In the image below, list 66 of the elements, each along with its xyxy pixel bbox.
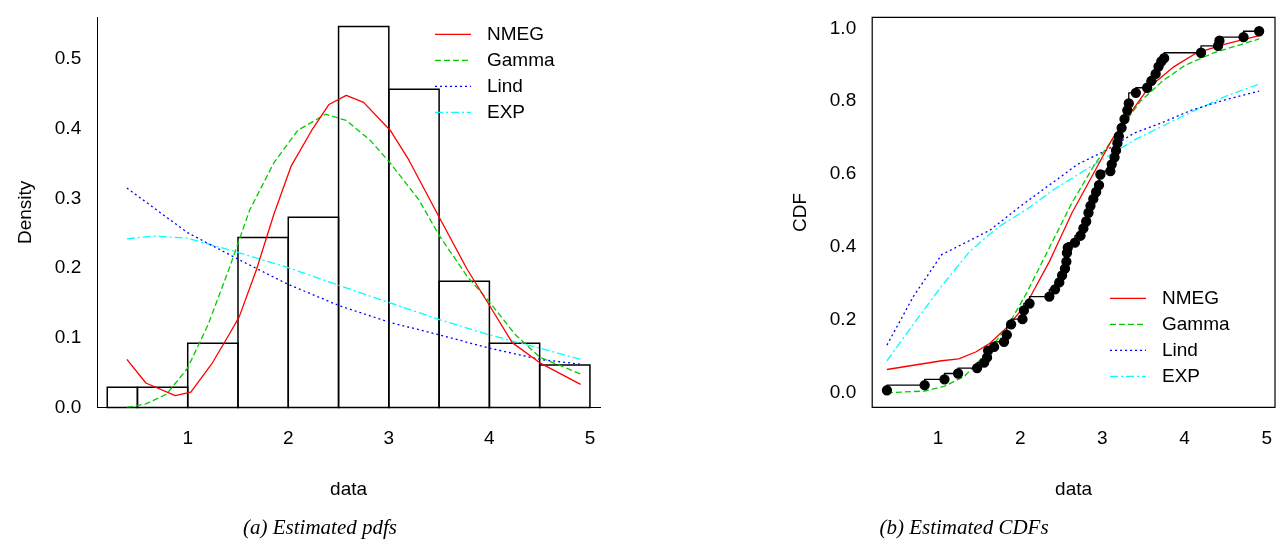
point — [1113, 131, 1124, 142]
point — [988, 341, 1000, 353]
legend-label: Lind — [487, 74, 523, 96]
x-tick-label: 5 — [584, 427, 596, 449]
point — [1123, 98, 1134, 109]
point — [952, 368, 964, 379]
point — [1061, 256, 1072, 267]
point — [971, 362, 983, 374]
legend-label: NMEG — [1162, 286, 1219, 308]
point — [939, 374, 950, 385]
x-tick-label: 1 — [182, 427, 193, 449]
point — [1001, 329, 1013, 341]
y-tick-label: 0.6 — [829, 162, 857, 184]
x-axis-title: data — [1055, 477, 1093, 499]
point — [1253, 26, 1265, 37]
point — [1069, 237, 1081, 248]
line-series — [126, 187, 582, 365]
line-series — [126, 235, 582, 360]
point — [1093, 179, 1105, 191]
y-tick-label: 1.0 — [829, 16, 857, 38]
x-tick-label: 4 — [1179, 427, 1191, 449]
point — [1119, 113, 1130, 125]
x-tick-label: 2 — [282, 427, 294, 449]
point — [1049, 284, 1061, 295]
x-tick-label: 1 — [932, 427, 944, 449]
y-tick-label: 0.0 — [829, 381, 857, 403]
text: (a) Estimated pdfs — [242, 515, 398, 540]
point — [1238, 31, 1249, 43]
y-tick-label: 0.2 — [829, 308, 857, 330]
y-tick-label: 0.2 — [54, 256, 82, 278]
point — [1195, 47, 1207, 58]
x-tick-label: 2 — [1014, 427, 1026, 449]
legend-label: Gamma — [1162, 312, 1230, 334]
y-tick-label: 0.1 — [54, 325, 82, 347]
point — [1095, 169, 1106, 180]
y-axis-title: CDF — [788, 192, 810, 232]
x-tick-label: 3 — [383, 427, 395, 449]
x-tick-label: 4 — [484, 427, 496, 449]
x-tick-label: 5 — [1261, 427, 1273, 449]
y-tick-label: 0.4 — [54, 117, 82, 139]
x-tick-label: 3 — [1097, 427, 1108, 449]
y-tick-label: 0.5 — [54, 47, 82, 69]
point — [1081, 216, 1092, 227]
point — [1214, 35, 1225, 46]
legend-label: Gamma — [487, 48, 555, 70]
legend-label: EXP — [1162, 364, 1201, 386]
legend-label: Lind — [1162, 338, 1198, 360]
point — [1005, 319, 1017, 330]
y-tick-label: 0.4 — [829, 235, 857, 257]
point — [1044, 291, 1055, 302]
point — [881, 385, 893, 396]
x-axis-title: data — [330, 477, 368, 499]
point — [1062, 242, 1073, 253]
point — [1130, 87, 1141, 98]
point — [1116, 122, 1127, 133]
y-tick-label: 0.8 — [829, 89, 857, 111]
point — [919, 380, 930, 391]
point — [1017, 314, 1028, 325]
legend-label: EXP — [487, 100, 526, 122]
text: (b) Estimated CDFs — [878, 515, 1050, 540]
y-axis-title: Density — [13, 180, 35, 245]
point — [1018, 305, 1030, 316]
legend-label: NMEG — [487, 22, 544, 44]
y-tick-label: 0.3 — [54, 186, 82, 208]
point — [1024, 298, 1035, 309]
y-tick-label: 0.0 — [54, 395, 82, 417]
